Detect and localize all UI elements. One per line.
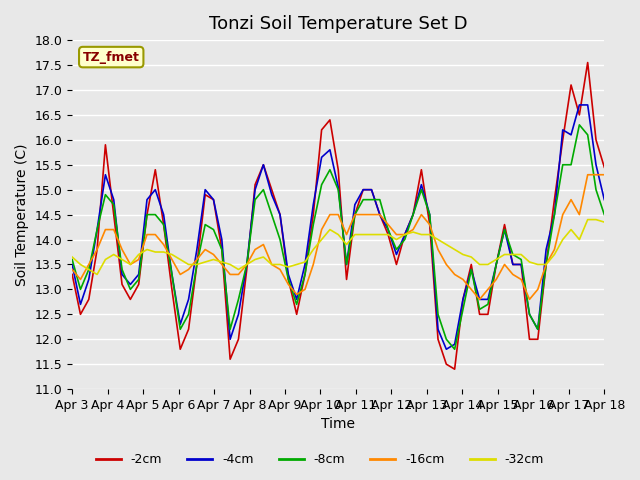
Y-axis label: Soil Temperature (C): Soil Temperature (C) [15,144,29,286]
Title: Tonzi Soil Temperature Set D: Tonzi Soil Temperature Set D [209,15,468,33]
X-axis label: Time: Time [321,418,355,432]
Legend: -2cm, -4cm, -8cm, -16cm, -32cm: -2cm, -4cm, -8cm, -16cm, -32cm [91,448,549,471]
Text: TZ_fmet: TZ_fmet [83,50,140,63]
